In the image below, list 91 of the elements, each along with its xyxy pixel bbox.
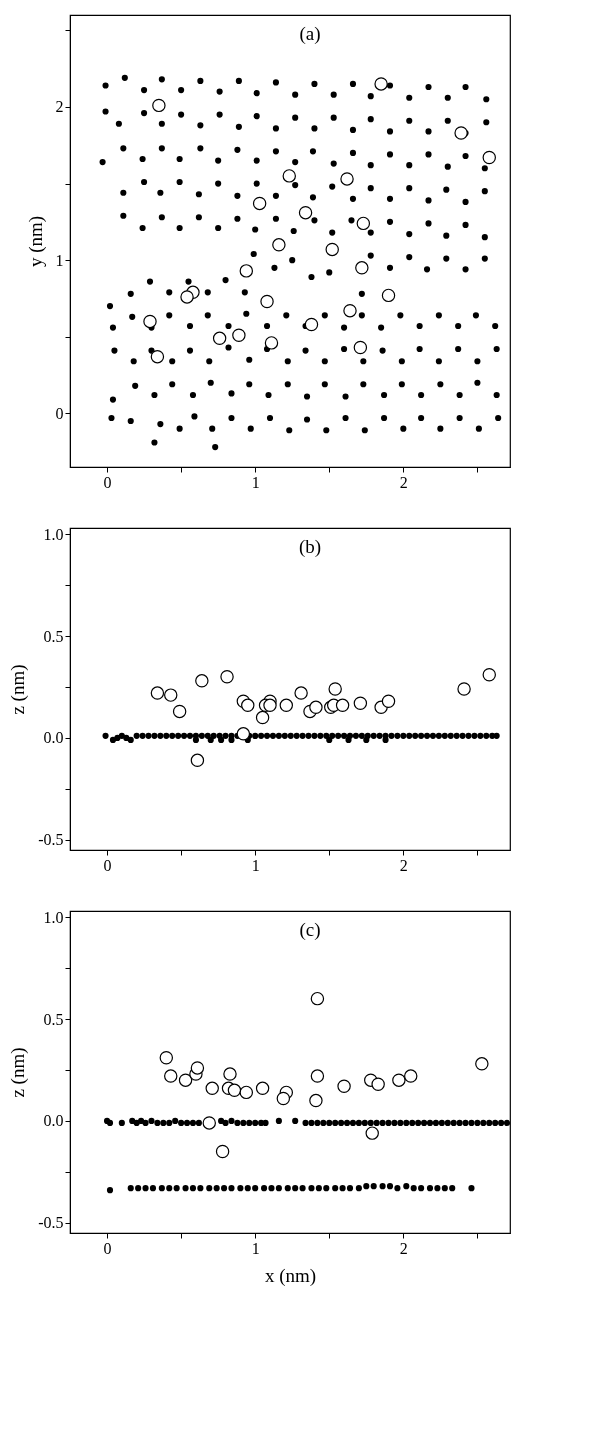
chart-title: (a) [299,23,321,45]
y-tick-label: 0.5 [43,627,64,645]
x-tick-label: 0 [103,1239,112,1257]
point [343,304,357,318]
point [255,710,270,725]
point [374,77,388,91]
point [236,727,251,741]
point [164,688,178,702]
point [202,1116,216,1130]
point [309,700,323,715]
point [220,670,234,684]
point [381,288,396,303]
point [328,682,342,696]
point [310,991,325,1006]
point [232,328,246,342]
point [241,698,255,713]
point [152,98,166,113]
point [272,238,286,252]
point [404,1069,418,1083]
x-tick-label: 1 [251,856,260,874]
point [263,698,277,713]
x-tick-label: 2 [399,473,408,491]
point [223,1067,237,1081]
point [150,686,165,700]
chart-title: (c) [299,919,321,941]
point [309,1093,323,1108]
y-tick-label: 0.0 [43,729,64,747]
point [298,205,313,220]
point [159,1051,174,1065]
point [195,674,209,688]
x-tick-label: 0 [103,856,112,874]
x-axis-title: x (nm) [264,1264,317,1287]
point [482,668,496,682]
point [178,1073,193,1087]
x-tick-label: 2 [399,1239,408,1257]
point [454,126,468,140]
point [457,682,471,696]
point [335,698,350,713]
point [205,1081,219,1096]
y-tick-label: 2 [55,98,64,116]
point [212,331,227,346]
point [190,753,205,768]
y-tick-label: 1.0 [43,525,64,543]
y-tick-label: 0 [55,404,64,422]
point [371,1077,385,1091]
point [340,172,354,186]
point [482,150,496,165]
point [260,294,274,309]
point [150,349,165,364]
point [325,242,339,257]
y-tick-label: -0.5 [38,1214,64,1232]
y-tick-label: 0.5 [43,1010,64,1028]
y-axis-title: z (nm) [7,1047,30,1098]
chart-title: (b) [298,536,322,558]
point [337,1079,351,1093]
x-tick-label: 1 [251,1239,260,1257]
point [239,264,254,278]
point [279,698,294,713]
x-tick-label: 1 [251,473,260,491]
point [252,196,267,211]
point [143,314,157,329]
y-axis-title: y (nm) [24,215,47,268]
point [227,1083,242,1098]
point [353,696,368,710]
y-tick-label: 1 [55,251,64,269]
point [276,1091,291,1106]
y-tick-label: 1.0 [43,908,64,926]
point [304,317,319,332]
point [294,686,308,700]
point [282,169,296,183]
point [381,694,396,708]
x-tick-label: 2 [399,856,408,874]
point [239,1085,254,1100]
point [190,1061,205,1075]
y-tick-label: 0.0 [43,1112,64,1130]
point [475,1057,489,1071]
point [356,216,371,231]
point [353,340,368,355]
point [392,1073,406,1087]
point [365,1126,379,1140]
point [310,1069,325,1083]
point [264,336,279,350]
point [172,704,187,719]
y-tick-label: -0.5 [38,831,64,849]
y-axis-title: z (nm) [7,664,30,715]
point [164,1069,178,1083]
point [255,1081,270,1096]
point [215,1144,230,1159]
x-tick-label: 0 [103,473,112,491]
point [180,290,194,304]
point [355,261,369,275]
